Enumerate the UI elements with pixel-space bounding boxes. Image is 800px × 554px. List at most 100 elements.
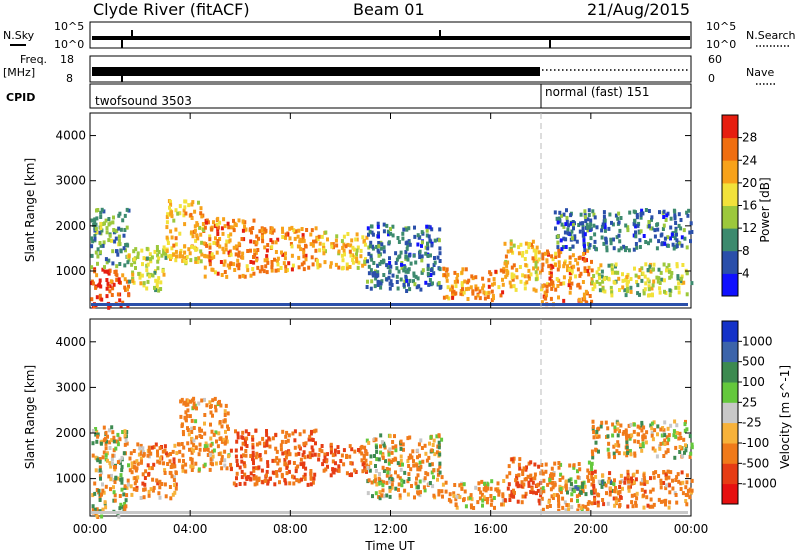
- heatmap-cell: [450, 286, 454, 291]
- heatmap-cell: [645, 495, 649, 500]
- heatmap-cell: [340, 253, 344, 258]
- heatmap-cell: [658, 290, 662, 295]
- heatmap-cell: [645, 430, 649, 435]
- heatmap-cell: [376, 283, 380, 287]
- heatmap-cell: [613, 280, 617, 285]
- heatmap-cell: [326, 464, 329, 469]
- freq-label-line2: [MHz]: [3, 66, 35, 79]
- heatmap-cell: [593, 282, 597, 287]
- heatmap-cell: [677, 223, 681, 228]
- baseline-cell: [238, 303, 241, 306]
- heatmap-cell: [594, 432, 598, 437]
- heatmap-cell: [110, 473, 113, 478]
- heatmap-cell: [104, 505, 108, 510]
- heatmap-cell: [670, 271, 674, 275]
- heatmap-cell: [647, 284, 651, 289]
- heatmap-cell: [386, 470, 390, 475]
- heatmap-cell: [112, 439, 116, 444]
- heatmap-cell: [196, 260, 200, 264]
- heatmap-cell: [481, 286, 485, 291]
- heatmap-cell: [394, 448, 398, 453]
- heatmap-cell: [478, 496, 482, 501]
- heatmap-cell: [235, 263, 239, 268]
- baseline-cell: [214, 303, 217, 306]
- heatmap-cell: [650, 286, 654, 291]
- baseline-cell: [241, 303, 244, 306]
- heatmap-cell: [163, 482, 167, 487]
- heatmap-cell: [146, 272, 150, 277]
- heatmap-cell: [264, 478, 268, 483]
- heatmap-cell: [426, 472, 430, 477]
- baseline-cell: [166, 511, 169, 514]
- heatmap-cell: [243, 438, 247, 443]
- baseline-cell: [586, 303, 589, 306]
- heatmap-cell: [127, 257, 131, 262]
- heatmap-cell: [633, 480, 636, 485]
- heatmap-cell: [678, 450, 682, 454]
- heatmap-cell: [636, 439, 640, 444]
- heatmap-cell: [377, 244, 381, 249]
- heatmap-cell: [436, 468, 440, 473]
- heatmap-cell: [165, 215, 169, 220]
- heatmap-cell: [517, 251, 521, 256]
- colorbar-tick-label: 28: [742, 131, 757, 145]
- heatmap-cell: [226, 411, 230, 416]
- heatmap-cell: [597, 272, 601, 277]
- heatmap-cell: [203, 444, 207, 449]
- heatmap-cell: [582, 232, 586, 237]
- heatmap-cell: [123, 277, 127, 282]
- heatmap-cell: [118, 211, 122, 216]
- heatmap-cell: [91, 493, 95, 498]
- baseline-cell: [475, 511, 478, 514]
- velocity-ylabel: Slant Range [km]: [23, 365, 37, 469]
- heatmap-cell: [157, 250, 161, 254]
- heatmap-cell: [554, 262, 557, 267]
- baseline-cell: [487, 303, 490, 306]
- heatmap-cell: [535, 245, 539, 250]
- heatmap-cell: [375, 274, 379, 279]
- baseline-cell: [226, 511, 229, 514]
- baseline-cell: [301, 511, 304, 514]
- heatmap-cell: [394, 444, 398, 449]
- y-tick-label: 4000: [55, 129, 86, 143]
- baseline-cell: [151, 511, 154, 514]
- heatmap-cell: [274, 433, 278, 438]
- heatmap-cell: [613, 503, 617, 508]
- heatmap-cell: [492, 281, 496, 286]
- heatmap-cell: [194, 259, 198, 264]
- heatmap-cell: [229, 262, 233, 266]
- heatmap-cell: [303, 455, 307, 460]
- heatmap-cell: [674, 478, 678, 482]
- baseline-cell: [145, 511, 148, 514]
- heatmap-cell: [668, 490, 672, 495]
- heatmap-cell: [373, 474, 377, 479]
- heatmap-cell: [176, 211, 180, 216]
- heatmap-cell: [597, 479, 601, 484]
- heatmap-cell: [455, 505, 459, 510]
- heatmap-cell: [632, 422, 636, 427]
- heatmap-cell: [576, 486, 580, 491]
- baseline-cell: [163, 511, 166, 514]
- heatmap-cell: [655, 454, 659, 459]
- heatmap-cell: [462, 290, 466, 295]
- heatmap-cell: [375, 449, 379, 454]
- heatmap-cell: [404, 250, 408, 254]
- heatmap-cell: [640, 420, 644, 425]
- baseline-cell: [472, 511, 475, 514]
- heatmap-cell: [673, 419, 677, 424]
- heatmap-cell: [467, 496, 470, 501]
- heatmap-cell: [420, 254, 424, 259]
- heatmap-cell: [521, 472, 525, 476]
- heatmap-cell: [408, 278, 412, 283]
- baseline-cell: [325, 303, 328, 306]
- heatmap-cell: [274, 240, 278, 245]
- baseline-cell: [385, 303, 388, 306]
- heatmap-cell: [145, 256, 149, 261]
- heatmap-cell: [322, 459, 326, 463]
- heatmap-cell: [317, 234, 321, 239]
- heatmap-cell: [214, 408, 218, 413]
- heatmap-cell: [614, 486, 617, 490]
- heatmap-cell: [123, 502, 127, 506]
- heatmap-cell: [420, 258, 424, 263]
- heatmap-cell: [681, 480, 685, 485]
